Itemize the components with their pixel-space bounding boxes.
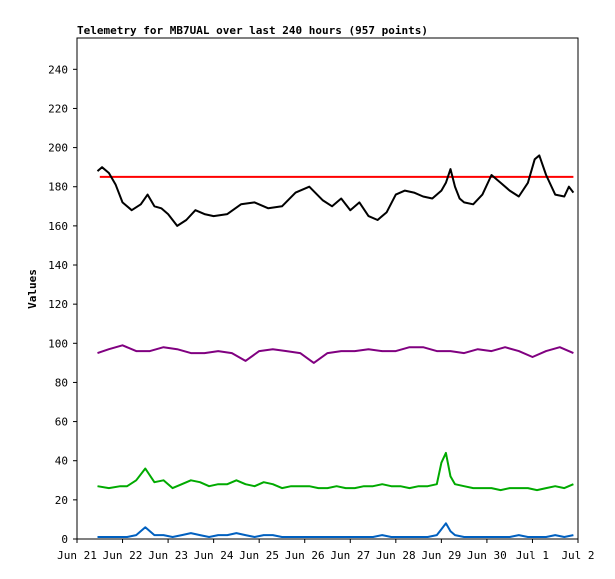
x-tick-label: Jun 25 [239,549,279,562]
x-tick-label: Jun 27 [330,549,370,562]
chart-title: Telemetry for MB7UAL over last 240 hours… [77,24,428,37]
y-tick-label: 200 [48,142,68,155]
y-tick-label: 60 [55,416,68,429]
y-tick-label: 0 [61,533,68,546]
x-tick-label: Jun 26 [285,549,325,562]
y-tick-label: 120 [48,298,68,311]
x-tick-label: Jun 28 [376,549,416,562]
x-tick-label: Jun 29 [421,549,461,562]
x-tick-label: Jun 21 [57,549,97,562]
x-tick-label: Jun 24 [194,549,234,562]
x-tick-label: Jul 1 [516,549,549,562]
y-tick-label: 20 [55,494,68,507]
y-tick-label: 140 [48,259,68,272]
x-tick-label: Jun 30 [467,549,507,562]
series-group [96,154,575,538]
y-tick-label: 180 [48,181,68,194]
series-line-4 [97,451,574,492]
y-tick-label: 40 [55,455,68,468]
x-tick-label: Jun 23 [148,549,188,562]
x-tick-label: Jun 22 [103,549,143,562]
series-line-5 [97,522,574,538]
y-tick-label: 220 [48,102,68,115]
y-tick-label: 80 [55,376,68,389]
x-tick-label: Jul 2 [561,549,594,562]
y-axis-label: Values [26,269,39,309]
y-tick-label: 100 [48,337,68,350]
x-axis: Jun 21 Jun 22 Jun 23 Jun 24 Jun 25 Jun 26 Jun … [57,539,595,562]
series-line-2 [96,154,575,227]
y-axis: 0 20 40 60 80 100 120 140 160 180 200 220 240 [48,63,77,546]
y-tick-label: 160 [48,220,68,233]
y-tick-label: 240 [48,63,68,76]
plot-area-frame [76,37,579,540]
series-line-3 [97,344,574,364]
